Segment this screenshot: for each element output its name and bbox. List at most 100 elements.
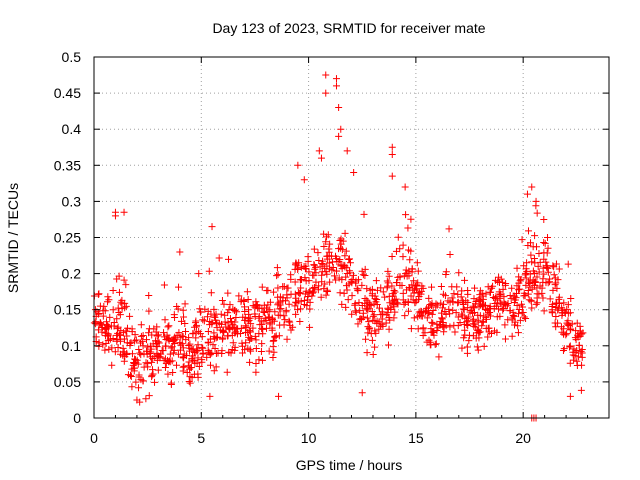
data-point bbox=[525, 296, 533, 304]
data-point bbox=[432, 340, 440, 348]
data-point bbox=[373, 317, 381, 325]
data-point bbox=[417, 287, 425, 295]
data-point bbox=[348, 310, 356, 318]
data-point bbox=[318, 260, 326, 268]
data-point bbox=[371, 343, 379, 351]
data-point bbox=[439, 304, 447, 312]
data-point bbox=[336, 255, 344, 263]
data-point bbox=[402, 211, 410, 219]
data-point bbox=[551, 281, 559, 289]
data-point bbox=[140, 363, 148, 371]
data-point bbox=[208, 319, 216, 327]
data-point bbox=[385, 272, 393, 280]
data-point bbox=[359, 309, 367, 317]
data-point bbox=[257, 317, 265, 325]
data-point bbox=[206, 392, 214, 400]
data-point bbox=[566, 326, 574, 334]
data-point bbox=[370, 311, 378, 319]
data-point bbox=[561, 308, 569, 316]
data-point bbox=[123, 324, 131, 332]
data-point bbox=[258, 320, 266, 328]
data-point bbox=[224, 332, 232, 340]
data-point bbox=[128, 383, 136, 391]
data-point bbox=[341, 252, 349, 260]
data-point bbox=[265, 347, 273, 355]
data-point bbox=[360, 210, 368, 218]
data-point bbox=[320, 230, 328, 238]
data-point bbox=[509, 292, 517, 300]
y-tick-label: 0.25 bbox=[54, 230, 81, 246]
data-point bbox=[445, 305, 453, 313]
data-point bbox=[526, 270, 534, 278]
data-point bbox=[419, 284, 427, 292]
data-point bbox=[558, 309, 566, 317]
data-point bbox=[186, 365, 194, 373]
data-point bbox=[144, 343, 152, 351]
data-point bbox=[500, 293, 508, 301]
data-point bbox=[335, 104, 343, 112]
data-point bbox=[566, 309, 574, 317]
data-point bbox=[220, 328, 228, 336]
data-point bbox=[305, 277, 313, 285]
data-point bbox=[575, 353, 583, 361]
data-point bbox=[161, 363, 169, 371]
data-point bbox=[427, 325, 435, 333]
data-point bbox=[175, 283, 183, 291]
data-point bbox=[132, 378, 140, 386]
data-point bbox=[251, 332, 259, 340]
data-point bbox=[317, 154, 325, 162]
data-point bbox=[383, 284, 391, 292]
data-point bbox=[390, 286, 398, 294]
data-point bbox=[440, 328, 448, 336]
data-point bbox=[348, 279, 356, 287]
data-point bbox=[332, 75, 340, 83]
data-point bbox=[211, 335, 219, 343]
data-point bbox=[484, 333, 492, 341]
data-point bbox=[573, 346, 581, 354]
data-point bbox=[390, 314, 398, 322]
data-point bbox=[310, 261, 318, 269]
data-point bbox=[519, 303, 527, 311]
data-point bbox=[345, 255, 353, 263]
data-point bbox=[98, 321, 106, 329]
data-point bbox=[442, 310, 450, 318]
data-point bbox=[512, 294, 520, 302]
data-point bbox=[257, 347, 265, 355]
data-point bbox=[102, 332, 110, 340]
data-point bbox=[522, 274, 530, 282]
data-point bbox=[237, 329, 245, 337]
data-point bbox=[167, 344, 175, 352]
y-tick-label: 0 bbox=[73, 410, 81, 426]
data-point bbox=[514, 322, 522, 330]
data-point bbox=[223, 368, 231, 376]
data-point bbox=[506, 291, 514, 299]
data-point bbox=[410, 277, 418, 285]
data-point bbox=[494, 278, 502, 286]
data-point bbox=[258, 356, 266, 364]
data-point bbox=[431, 340, 439, 348]
data-point bbox=[328, 266, 336, 274]
data-point bbox=[441, 307, 449, 315]
data-point bbox=[215, 319, 223, 327]
data-point bbox=[528, 183, 536, 191]
data-point bbox=[252, 345, 260, 352]
data-point bbox=[194, 370, 202, 378]
data-point bbox=[326, 278, 334, 286]
data-point bbox=[346, 259, 354, 267]
data-point bbox=[388, 282, 396, 290]
data-point bbox=[323, 286, 331, 294]
data-point bbox=[430, 331, 438, 339]
data-point bbox=[113, 315, 121, 323]
data-point bbox=[304, 257, 312, 265]
data-point bbox=[206, 350, 214, 358]
data-point bbox=[207, 361, 215, 369]
data-point bbox=[156, 354, 164, 362]
data-point bbox=[567, 295, 575, 303]
data-point bbox=[423, 314, 431, 322]
data-point bbox=[525, 227, 533, 235]
data-point bbox=[135, 384, 143, 392]
data-point bbox=[446, 323, 454, 331]
data-point bbox=[356, 307, 364, 315]
y-tick-label: 0.15 bbox=[54, 302, 81, 318]
data-point bbox=[165, 322, 173, 330]
